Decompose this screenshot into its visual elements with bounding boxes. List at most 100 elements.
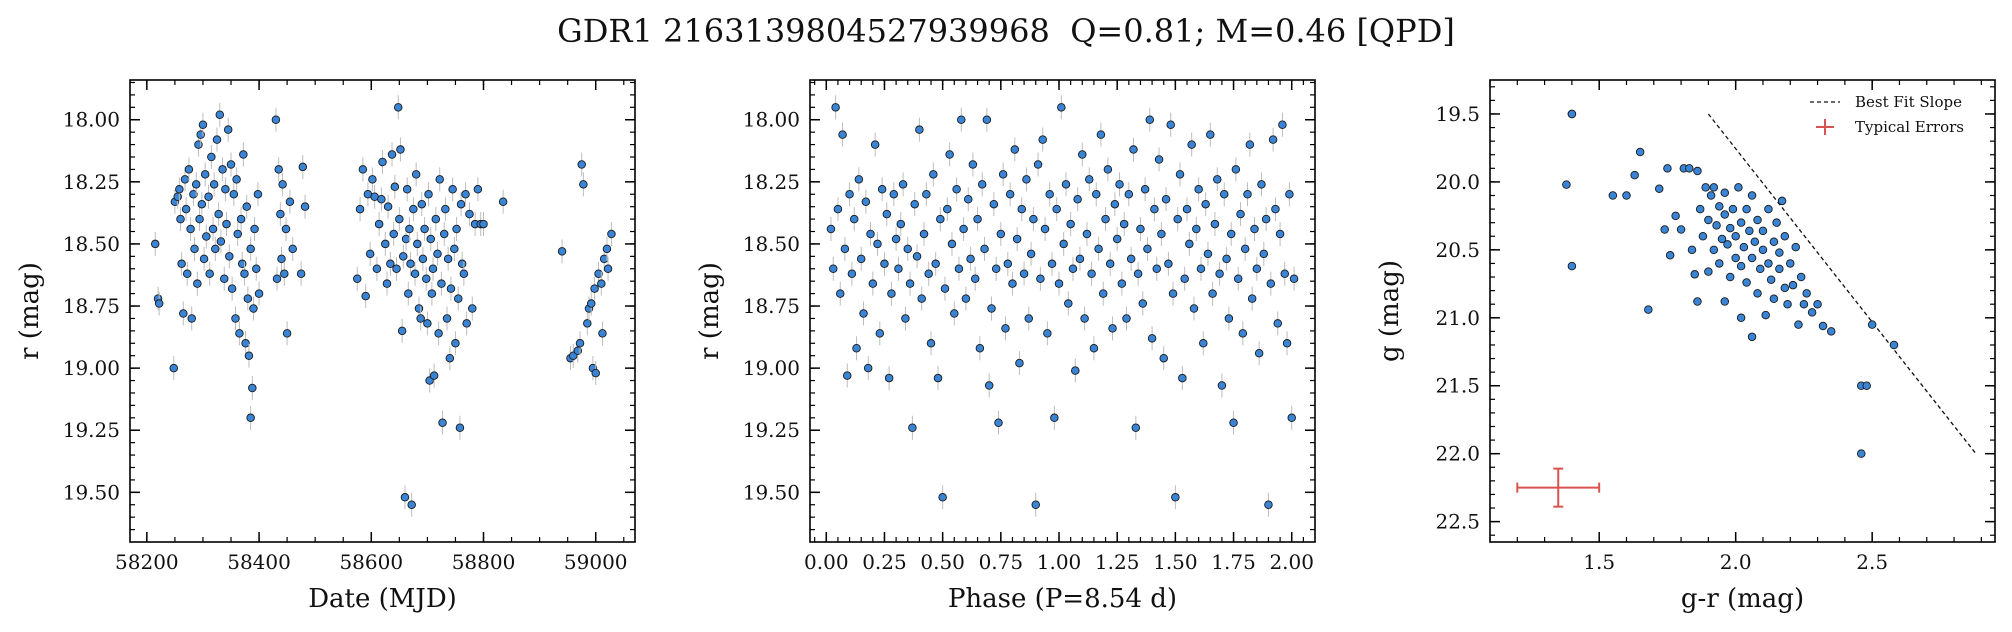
data-point	[1187, 140, 1196, 149]
data-point	[1210, 219, 1220, 229]
data-point	[462, 319, 471, 328]
data-point	[1129, 145, 1138, 154]
data-point	[1164, 259, 1173, 269]
data-point	[439, 229, 449, 239]
x-tick-label: 1.25	[1095, 550, 1140, 574]
legend-label-typical-errors: Typical Errors	[1855, 118, 1964, 136]
data-point	[1147, 334, 1157, 343]
data-point	[241, 339, 250, 348]
data-point	[1229, 418, 1238, 428]
data-point	[845, 190, 854, 199]
data-point	[1057, 103, 1066, 112]
data-point	[1150, 204, 1159, 214]
data-point	[184, 165, 194, 174]
data-point	[1889, 340, 1899, 350]
data-point	[1783, 299, 1792, 309]
data-point	[199, 254, 209, 264]
data-point	[372, 264, 382, 274]
data-point	[169, 363, 179, 373]
data-point	[409, 204, 418, 214]
data-point	[249, 304, 258, 313]
data-point	[590, 284, 599, 293]
data-point	[361, 291, 370, 301]
data-point	[1695, 204, 1705, 214]
data-point	[959, 224, 968, 234]
data-point	[1663, 164, 1672, 173]
data-point	[1750, 237, 1760, 246]
x-tick-label: 59000	[564, 550, 628, 574]
data-point	[1098, 289, 1108, 298]
data-point	[880, 259, 889, 269]
data-point	[954, 264, 964, 274]
data-point	[180, 175, 190, 184]
data-point	[1764, 204, 1773, 214]
data-point	[498, 197, 508, 206]
data-point	[1082, 229, 1092, 239]
data-point	[1775, 264, 1784, 274]
data-point	[205, 269, 214, 278]
data-point	[1736, 261, 1746, 271]
data-point	[427, 289, 437, 298]
data-point	[1117, 279, 1127, 288]
data-point	[1245, 140, 1255, 149]
y-tick-label: 18.00	[63, 108, 120, 132]
data-point	[365, 249, 375, 259]
data-point	[922, 190, 931, 199]
data-point	[1769, 294, 1779, 304]
data-point	[456, 199, 466, 209]
data-point	[1096, 130, 1106, 139]
y-tick-label: 21.0	[1435, 306, 1480, 330]
data-point	[1075, 254, 1085, 264]
data-point	[1282, 339, 1292, 348]
data-point	[852, 344, 861, 353]
data-point	[1119, 219, 1129, 229]
data-point	[1755, 264, 1765, 274]
x-tick-label: 58400	[227, 550, 291, 574]
data-point	[418, 254, 428, 264]
x-axis-label: Date (MJD)	[308, 584, 457, 614]
data-point	[428, 264, 438, 274]
data-point	[443, 254, 453, 264]
data-point	[1219, 190, 1229, 199]
data-point	[1287, 413, 1296, 423]
x-tick-label: 0.50	[920, 550, 965, 574]
x-tick-label: 1.00	[1037, 550, 1082, 574]
data-point	[207, 152, 216, 162]
data-point	[410, 269, 420, 278]
data-point	[1706, 191, 1716, 200]
data-point	[996, 229, 1006, 239]
data-point	[826, 224, 836, 234]
data-point	[1038, 135, 1047, 144]
data-point	[833, 204, 843, 214]
data-point	[1261, 214, 1271, 224]
x-tick-label: 58200	[115, 550, 179, 574]
data-point	[176, 214, 185, 224]
data-point	[448, 185, 457, 194]
data-point	[998, 170, 1008, 179]
data-point	[1608, 191, 1618, 200]
data-point	[1769, 237, 1779, 246]
data-point	[431, 214, 441, 224]
data-point	[1068, 264, 1078, 274]
data-point	[586, 299, 596, 308]
data-point	[197, 199, 207, 209]
data-point	[975, 344, 985, 353]
data-point	[204, 192, 213, 201]
data-point	[1199, 339, 1208, 348]
data-point	[989, 199, 999, 209]
data-point	[1777, 196, 1787, 206]
data-point	[195, 214, 204, 224]
data-point	[1567, 109, 1577, 119]
data-point	[208, 224, 218, 234]
data-point	[970, 274, 980, 283]
data-point	[246, 244, 255, 254]
data-point	[1105, 259, 1115, 269]
data-point	[390, 182, 400, 192]
data-point	[209, 180, 219, 189]
data-point	[868, 279, 878, 288]
data-point	[842, 371, 852, 380]
data-point	[966, 254, 975, 264]
data-point	[1047, 259, 1057, 269]
data-point	[392, 264, 401, 274]
data-point	[1159, 353, 1168, 363]
